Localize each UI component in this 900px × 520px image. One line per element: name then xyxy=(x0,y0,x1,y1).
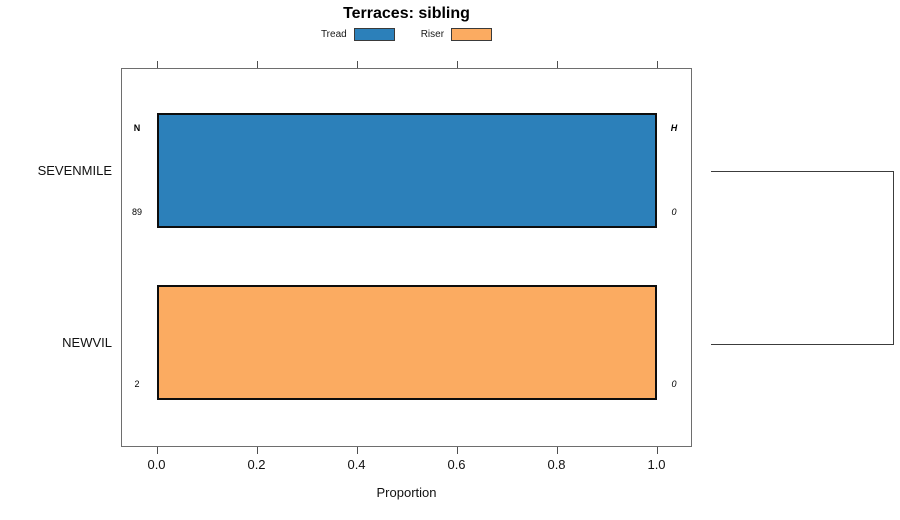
x-tick-label: 0.6 xyxy=(447,457,466,472)
x-tick-label: 0.2 xyxy=(247,457,266,472)
x-tick-top xyxy=(556,61,558,68)
x-tick-top xyxy=(256,61,258,68)
chart-title: Terraces: sibling xyxy=(343,5,470,22)
bar-sevenmile xyxy=(156,113,657,228)
x-tick xyxy=(256,447,258,454)
legend: Tread Riser xyxy=(121,28,692,41)
x-tick-label: 1.0 xyxy=(647,457,666,472)
bar-h-annotation: 0 xyxy=(671,207,677,217)
x-tick xyxy=(656,447,658,454)
legend-item-tread: Tread xyxy=(321,28,395,41)
column-header-h: H xyxy=(670,123,678,133)
x-tick xyxy=(156,447,158,454)
x-axis-label: Proportion xyxy=(376,485,437,500)
legend-swatch-tread xyxy=(353,28,395,41)
x-tick-label: 0.8 xyxy=(547,457,566,472)
bar-count-annotation: 2 xyxy=(134,379,140,389)
column-header-n: N xyxy=(133,123,141,133)
category-label-sevenmile: SEVENMILE xyxy=(37,162,112,178)
x-tick-top xyxy=(656,61,658,68)
x-tick-top xyxy=(156,61,158,68)
x-tick xyxy=(556,447,558,454)
legend-item-riser: Riser xyxy=(420,28,493,41)
bar-h-annotation: 0 xyxy=(671,379,677,389)
x-tick-top xyxy=(356,61,358,68)
category-label-newvil: NEWVIL xyxy=(62,334,112,350)
x-tick-top xyxy=(456,61,458,68)
comparison-bracket xyxy=(711,171,894,345)
bar-newvil xyxy=(156,285,657,400)
bar-count-annotation: 89 xyxy=(131,207,143,217)
legend-label-riser: Riser xyxy=(420,29,445,40)
x-tick xyxy=(456,447,458,454)
x-tick-label: 0.0 xyxy=(147,457,166,472)
x-tick-label: 0.4 xyxy=(347,457,366,472)
x-tick xyxy=(356,447,358,454)
legend-swatch-riser xyxy=(451,28,493,41)
legend-label-tread: Tread xyxy=(320,29,347,40)
